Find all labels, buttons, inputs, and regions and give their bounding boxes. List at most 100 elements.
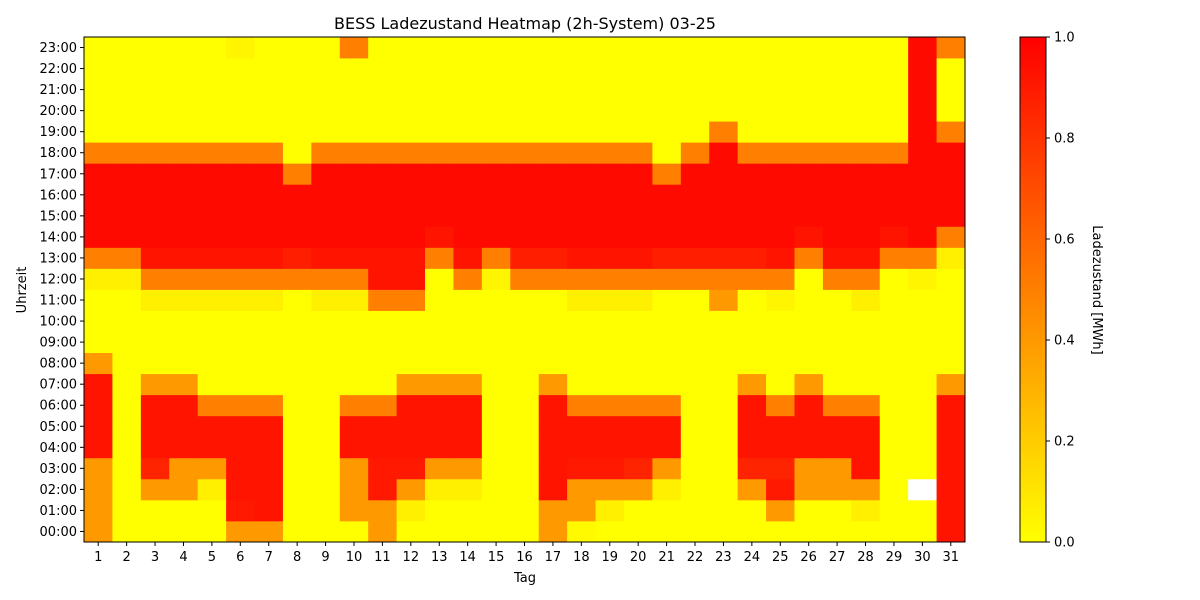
x-tick-label: 22 — [687, 550, 704, 565]
heatmap-cell — [311, 352, 341, 375]
heatmap-cell — [908, 373, 937, 396]
heatmap-cell — [908, 499, 937, 522]
heatmap-cell — [311, 310, 341, 332]
heatmap-cell — [197, 79, 227, 101]
heatmap-cell — [567, 352, 596, 375]
heatmap-cell — [851, 373, 881, 396]
heatmap-cell — [680, 268, 710, 290]
x-tick-label: 21 — [658, 550, 675, 565]
y-tick-label: 01:00 — [40, 504, 77, 519]
heatmap-cell — [908, 37, 937, 59]
heatmap-cell — [567, 163, 596, 185]
heatmap-cell — [623, 163, 653, 185]
heatmap-cell — [822, 163, 852, 185]
heatmap-cell — [481, 520, 511, 543]
heatmap-cell — [936, 373, 966, 396]
colorbar-ticks: 0.0 0.2 0.4 0.6 0.8 1.0 — [1046, 31, 1075, 551]
heatmap-cell — [453, 268, 483, 290]
heatmap-cell — [425, 499, 454, 522]
heatmap-cell — [538, 499, 568, 522]
heatmap-cell — [595, 520, 625, 543]
heatmap-cell — [652, 205, 682, 227]
heatmap-cell — [538, 37, 568, 59]
heatmap-cell — [396, 121, 426, 143]
heatmap-cell — [879, 331, 909, 354]
heatmap-cell — [282, 205, 312, 227]
heatmap-cell — [197, 226, 227, 248]
heatmap-cell — [794, 121, 824, 143]
heatmap-cell — [197, 121, 227, 143]
heatmap-cell — [339, 142, 369, 164]
heatmap-cell — [140, 58, 170, 80]
y-tick-label: 00:00 — [40, 525, 77, 540]
heatmap-cell — [339, 58, 369, 80]
heatmap-cell — [709, 457, 739, 480]
heatmap-cell — [567, 331, 596, 354]
heatmap-cell — [112, 478, 142, 501]
heatmap-cell — [680, 79, 710, 101]
heatmap-cell — [197, 100, 227, 122]
heatmap-cell — [84, 310, 113, 332]
heatmap-cell — [595, 247, 625, 269]
heatmap-cell — [226, 142, 255, 164]
heatmap-cell — [254, 289, 284, 311]
heatmap-cell — [453, 247, 483, 269]
heatmap-cell — [623, 100, 653, 122]
heatmap-cell — [254, 499, 284, 522]
heatmap-cell — [368, 226, 398, 248]
x-tick-label: 13 — [431, 550, 448, 565]
heatmap-cell — [169, 226, 199, 248]
colorbar-tick-label: 0.6 — [1054, 233, 1075, 248]
heatmap-cell — [339, 310, 369, 332]
heatmap-cell — [425, 79, 454, 101]
heatmap-cell — [368, 520, 398, 543]
heatmap-cell — [822, 436, 852, 459]
heatmap-cell — [226, 373, 255, 396]
heatmap-cell — [226, 100, 255, 122]
heatmap-cell — [595, 184, 625, 206]
heatmap-cell — [737, 289, 767, 311]
heatmap-cell — [396, 436, 426, 459]
heatmap-cell — [908, 100, 937, 122]
heatmap-cell — [851, 226, 881, 248]
heatmap-cell — [879, 121, 909, 143]
heatmap-cell — [226, 415, 255, 438]
heatmap-cell — [112, 499, 142, 522]
heatmap-cell — [396, 142, 426, 164]
heatmap-cell — [851, 205, 881, 227]
heatmap-cell — [794, 352, 824, 375]
heatmap-cell — [169, 121, 199, 143]
heatmap-cell — [652, 247, 682, 269]
heatmap-cell — [680, 163, 710, 185]
heatmap-cell — [680, 352, 710, 375]
heatmap-cell — [481, 205, 511, 227]
heatmap-cell — [680, 226, 710, 248]
heatmap-cell — [425, 520, 454, 543]
heatmap-cell — [851, 58, 881, 80]
heatmap-cell — [368, 394, 398, 417]
heatmap-cell — [680, 37, 710, 59]
heatmap-cell — [368, 100, 398, 122]
heatmap-cell — [84, 142, 113, 164]
x-tick-label: 16 — [516, 550, 533, 565]
heatmap-cell — [481, 478, 511, 501]
heatmap-cell — [197, 310, 227, 332]
heatmap-cell — [197, 436, 227, 459]
heatmap-cell — [84, 226, 113, 248]
heatmap-cell — [140, 142, 170, 164]
heatmap-cell — [339, 520, 369, 543]
x-tick-label: 4 — [179, 550, 187, 565]
heatmap-cell — [794, 373, 824, 396]
heatmap-cell — [254, 205, 284, 227]
heatmap-cell — [766, 289, 795, 311]
heatmap-cell — [510, 457, 540, 480]
heatmap-cell — [226, 289, 255, 311]
heatmap-cell — [936, 352, 966, 375]
heatmap-cell — [567, 436, 596, 459]
heatmap-cell — [538, 352, 568, 375]
heatmap-cell — [481, 499, 511, 522]
heatmap-cell — [481, 415, 511, 438]
heatmap-cell — [652, 415, 682, 438]
heatmap-cell — [623, 247, 653, 269]
heatmap-cell — [680, 436, 710, 459]
